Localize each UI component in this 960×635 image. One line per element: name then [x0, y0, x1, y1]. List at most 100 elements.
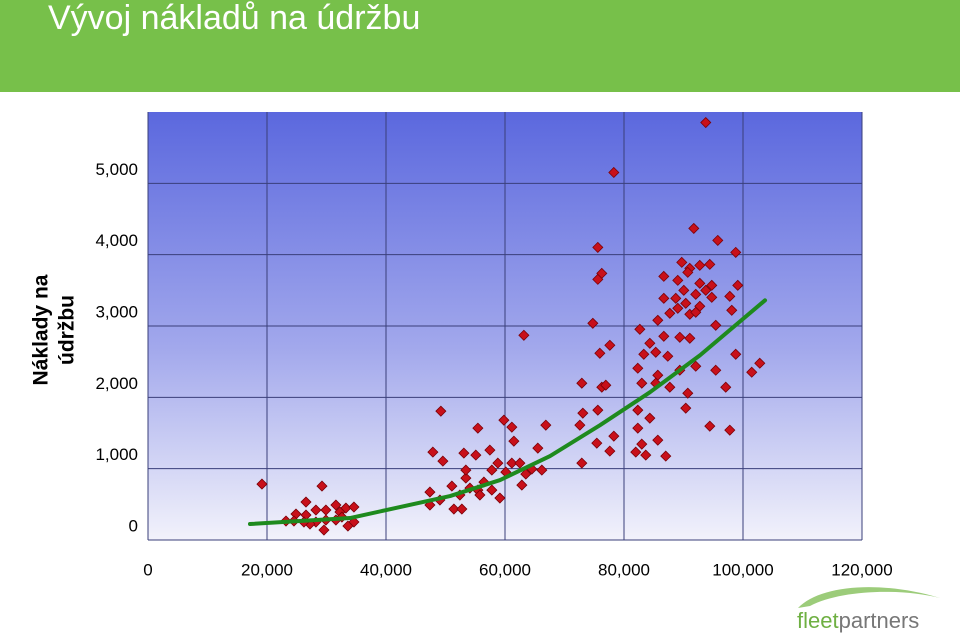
point — [437, 455, 449, 467]
point — [427, 446, 439, 458]
point — [630, 446, 642, 458]
point — [684, 332, 696, 344]
x-tick-label: 120,000 — [831, 560, 892, 579]
point — [486, 484, 498, 496]
x-tick-label: 0 — [143, 560, 152, 579]
x-tick-label: 80,000 — [598, 560, 650, 579]
point — [754, 357, 766, 369]
point — [508, 435, 520, 447]
point — [540, 419, 552, 431]
point — [576, 377, 588, 389]
point — [494, 492, 506, 504]
point — [660, 450, 672, 462]
logo-swoosh — [798, 587, 940, 608]
point — [514, 457, 526, 469]
point — [730, 348, 742, 360]
point — [424, 486, 436, 498]
point — [474, 489, 486, 501]
point — [318, 524, 330, 536]
point — [300, 496, 312, 508]
y-tick-label: 5,000 — [95, 160, 138, 179]
point — [650, 346, 662, 358]
point — [608, 430, 620, 442]
point — [592, 404, 604, 416]
point — [498, 414, 510, 426]
y-tick-label: 3,000 — [95, 302, 138, 321]
point — [310, 504, 322, 516]
point — [456, 503, 468, 515]
point — [316, 480, 328, 492]
point — [712, 234, 724, 246]
point — [652, 434, 664, 446]
point — [638, 348, 650, 360]
point — [644, 412, 656, 424]
y-axis-title: údržbu — [56, 295, 79, 365]
point — [587, 317, 599, 329]
point — [682, 387, 694, 399]
point — [672, 274, 684, 286]
point — [592, 241, 604, 253]
point — [706, 291, 718, 303]
point — [604, 445, 616, 457]
logo-part: partners — [839, 608, 920, 633]
point — [670, 292, 682, 304]
y-tick-label: 0 — [129, 516, 138, 535]
x-tick-label: 100,000 — [712, 560, 773, 579]
point — [704, 258, 716, 270]
point — [256, 478, 268, 490]
y-axis-title: Náklady na — [30, 274, 53, 385]
point — [632, 422, 644, 434]
point — [592, 273, 604, 285]
point — [730, 246, 742, 258]
x-tick-label: 60,000 — [479, 560, 531, 579]
point — [682, 266, 694, 278]
point — [574, 419, 586, 431]
point — [591, 437, 603, 449]
point — [746, 366, 758, 378]
point — [664, 307, 676, 319]
point — [644, 337, 656, 349]
point — [680, 297, 692, 309]
point — [435, 405, 447, 417]
point — [658, 292, 670, 304]
point — [446, 480, 458, 492]
logo-part: fleet — [797, 608, 839, 633]
point — [706, 279, 718, 291]
point — [678, 284, 690, 296]
point — [348, 501, 360, 513]
point — [532, 442, 544, 454]
logo: fleetpartners — [797, 608, 919, 633]
point — [710, 319, 722, 331]
point — [632, 404, 644, 416]
point — [694, 277, 706, 289]
point — [330, 499, 342, 511]
header-band — [0, 0, 960, 92]
point — [640, 449, 652, 461]
point — [680, 402, 692, 414]
point — [484, 444, 496, 456]
point — [632, 362, 644, 374]
point — [732, 279, 744, 291]
point — [636, 377, 648, 389]
point — [688, 222, 700, 234]
y-tick-label: 1,000 — [95, 445, 138, 464]
point — [506, 457, 518, 469]
point — [486, 464, 498, 476]
point — [690, 306, 702, 318]
point — [676, 256, 688, 268]
point — [726, 304, 738, 316]
point — [460, 464, 472, 476]
point — [470, 449, 482, 461]
point — [448, 503, 460, 515]
point — [594, 347, 606, 359]
point — [700, 284, 712, 296]
trend-line — [247, 298, 768, 527]
point — [724, 424, 736, 436]
point — [704, 420, 716, 432]
point — [674, 331, 686, 343]
point — [634, 323, 646, 335]
point — [658, 270, 670, 282]
point — [506, 421, 518, 433]
point — [577, 407, 589, 419]
point — [720, 381, 732, 393]
